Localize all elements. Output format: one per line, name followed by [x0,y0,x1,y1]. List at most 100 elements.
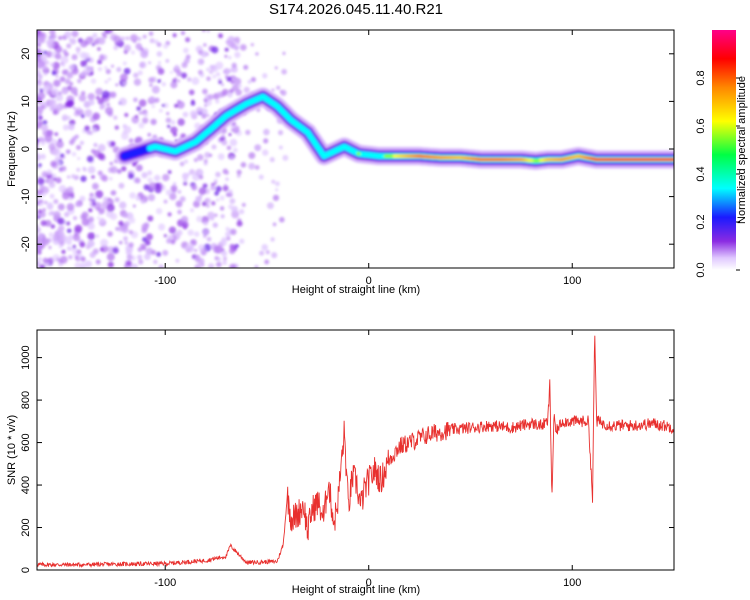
snr-x-tick-label: -100 [154,577,176,589]
spectrogram-y-tick-label: -10 [20,189,32,205]
noise-speckle [190,208,195,213]
noise-speckle [127,172,135,180]
noise-speckle [272,194,280,202]
noise-speckle [275,181,280,187]
noise-speckle [150,118,157,126]
noise-speckle [228,247,236,255]
snr-x-tick-label: 0 [366,577,372,589]
noise-speckle [227,91,233,98]
noise-speckle [223,68,231,75]
noise-speckle [91,182,99,190]
noise-speckle [37,79,43,87]
noise-speckle [95,259,101,265]
noise-speckle [106,253,115,261]
noise-speckle [114,197,120,203]
noise-speckle [135,164,143,172]
spectrogram-x-tick-label: -100 [154,275,176,287]
noise-speckle [138,122,145,129]
noise-speckle [68,38,72,42]
noise-speckle [103,196,108,202]
noise-speckle [92,32,98,38]
noise-speckle [197,69,203,75]
noise-speckle [110,190,116,196]
noise-speckle [38,163,42,168]
noise-speckle [79,140,85,145]
noise-speckle [269,157,275,163]
noise-speckle [97,66,103,72]
noise-speckle [61,249,66,255]
noise-speckle [282,154,289,161]
noise-speckle [49,176,53,180]
noise-speckle [99,247,104,252]
snr-y-axis-label: SNR (10 * v/v) [6,415,18,485]
spectrogram-y-tick-label: 20 [20,48,32,60]
noise-speckle [76,51,80,55]
noise-speckle [261,243,269,251]
noise-speckle [87,92,95,101]
noise-speckle [97,152,105,160]
noise-speckle [165,189,172,196]
noise-speckle [47,178,54,185]
noise-speckle [182,172,189,180]
noise-speckle [186,77,192,82]
noise-speckle [234,51,241,59]
noise-speckle [134,114,139,119]
noise-speckle [71,30,79,38]
noise-speckle [91,43,95,47]
noise-speckle [72,233,81,242]
noise-speckle [224,54,228,58]
noise-speckle [222,185,229,192]
noise-speckle [136,36,142,42]
noise-speckle [188,89,195,96]
noise-speckle [87,232,96,241]
noise-speckle [37,62,42,69]
noise-speckle [37,199,41,206]
noise-speckle [266,202,274,210]
colorbar-label: Normalized spectral amplitude [736,76,748,224]
noise-speckle [156,251,162,257]
noise-speckle [55,177,62,184]
noise-speckle [209,64,214,69]
noise-speckle [183,47,189,54]
noise-speckle [147,170,153,176]
noise-speckle [101,175,108,182]
noise-speckle [211,46,219,54]
noise-speckle [37,95,40,101]
noise-speckle [86,129,91,135]
noise-speckle [74,262,82,268]
noise-speckle [75,144,82,151]
noise-speckle [113,115,118,120]
noise-speckle [248,162,256,170]
noise-speckle [118,240,123,245]
noise-speckle [201,113,207,119]
noise-speckle [215,185,222,193]
noise-speckle [256,107,261,113]
noise-speckle [153,174,161,182]
noise-speckle [241,202,246,207]
noise-speckle [215,99,220,104]
noise-speckle [222,260,227,266]
noise-speckle [64,78,71,85]
noise-speckle [129,34,138,42]
noise-speckle [123,125,132,134]
noise-speckle [37,209,43,214]
noise-speckle [264,259,270,265]
noise-speckle [133,78,142,86]
noise-speckle [225,177,229,182]
noise-speckle [125,36,130,41]
noise-speckle [211,201,216,206]
noise-speckle [48,143,56,151]
noise-speckle [57,225,65,232]
ridge-core [530,158,534,163]
noise-speckle [37,177,45,186]
noise-speckle [122,81,127,86]
noise-speckle [189,169,195,175]
noise-speckle [239,44,247,51]
noise-speckle [262,73,268,79]
noise-speckle [170,119,176,126]
noise-speckle [229,138,238,147]
noise-speckle [163,43,169,49]
noise-speckle [203,216,209,222]
noise-speckle [77,156,81,161]
noise-speckle [95,37,101,42]
